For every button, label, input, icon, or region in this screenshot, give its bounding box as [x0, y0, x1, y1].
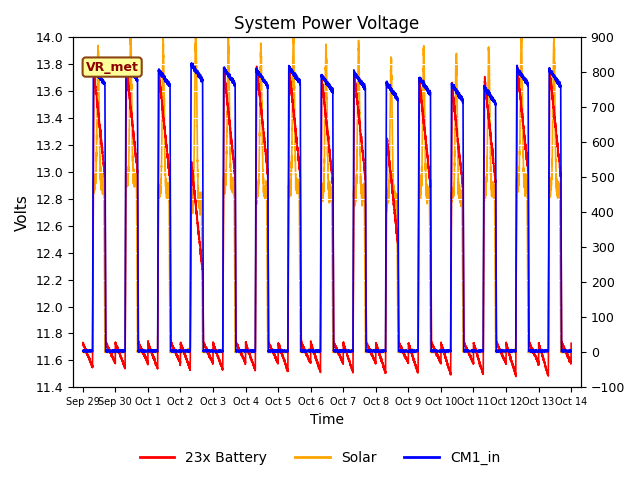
X-axis label: Time: Time — [310, 413, 344, 427]
Y-axis label: Volts: Volts — [15, 194, 30, 231]
Legend: 23x Battery, Solar, CM1_in: 23x Battery, Solar, CM1_in — [134, 445, 506, 471]
Title: System Power Voltage: System Power Voltage — [234, 15, 420, 33]
Text: VR_met: VR_met — [86, 60, 139, 73]
